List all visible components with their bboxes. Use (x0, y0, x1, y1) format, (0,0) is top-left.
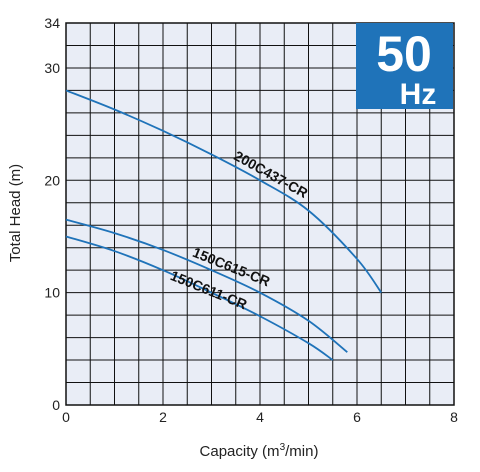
grid (66, 23, 454, 405)
plot-border (65, 22, 455, 406)
x-tick-label: 6 (353, 409, 361, 425)
x-tick-label: 2 (159, 409, 167, 425)
x-tick-label: 8 (450, 409, 458, 425)
y-tick-label: 34 (44, 15, 60, 31)
series-line (65, 89, 382, 294)
series-lines (65, 89, 382, 361)
series-line (65, 218, 348, 353)
y-tick-label: 30 (44, 60, 60, 76)
y-axis-ticks: 0 10 20 30 34 (44, 15, 60, 413)
y-tick-label: 0 (52, 397, 60, 413)
series-line (65, 235, 334, 361)
badge-value: 50 (376, 26, 432, 82)
y-tick-label: 10 (44, 285, 60, 301)
frequency-badge: 50 Hz (356, 23, 453, 111)
badge-background (356, 23, 453, 109)
x-axis-ticks: 0 2 4 6 8 (62, 409, 458, 425)
x-axis-label: Capacity (m3/min) (200, 442, 319, 460)
x-tick-label: 0 (62, 409, 70, 425)
y-axis-label: Total Head (m) (7, 164, 24, 262)
y-tick-label: 20 (44, 172, 60, 188)
x-tick-label: 4 (256, 409, 264, 425)
badge-unit: Hz (400, 78, 437, 111)
